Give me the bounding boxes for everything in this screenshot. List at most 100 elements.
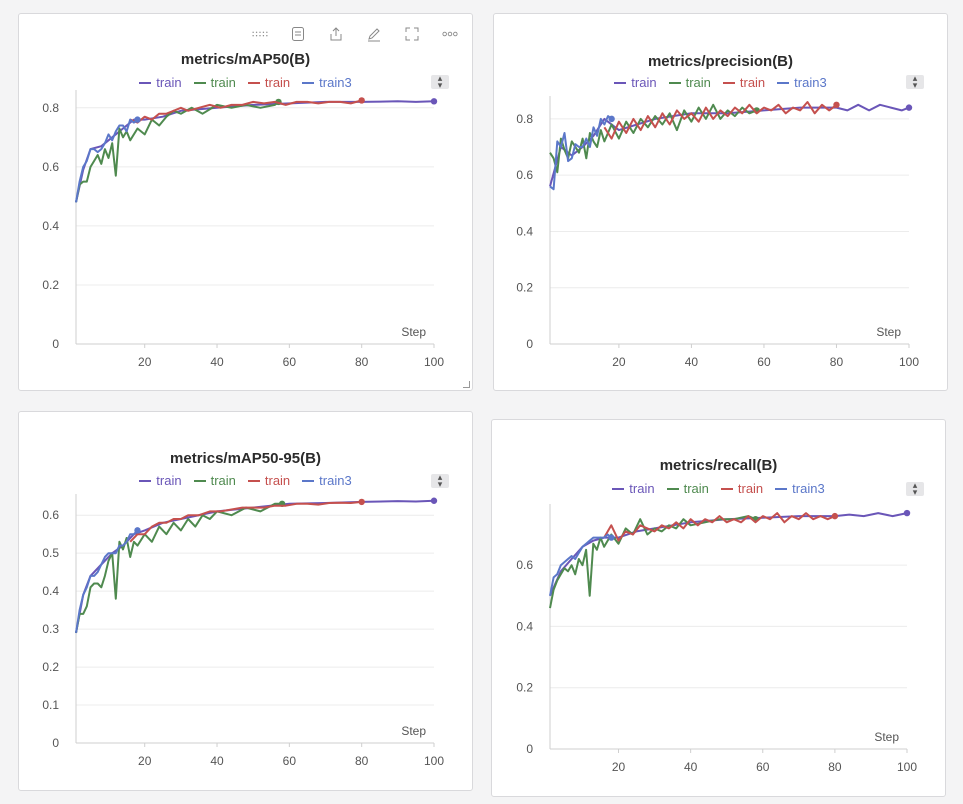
series-line-train xyxy=(75,499,435,634)
chart-legend: train train train train3 xyxy=(19,473,472,488)
series-endpoint-train xyxy=(430,98,438,105)
legend-item-train3[interactable]: train3 xyxy=(302,75,352,90)
series-line-train3 xyxy=(549,115,613,191)
legend-item-train3[interactable]: train3 xyxy=(777,75,827,90)
legend-swatch xyxy=(302,479,315,482)
legend-toggle-icon[interactable]: ▴ ▾ xyxy=(906,481,924,497)
y-tick-label: 0.2 xyxy=(42,278,59,292)
series-line-train xyxy=(549,512,908,597)
chart-legend: train train train train3 xyxy=(492,481,945,496)
legend-item-train[interactable]: train xyxy=(666,481,709,496)
more-icon[interactable] xyxy=(442,26,458,42)
y-tick-label: 0 xyxy=(526,337,533,351)
x-tick-label: 80 xyxy=(355,754,369,768)
series-line-train3 xyxy=(75,118,139,203)
y-tick-label: 0.4 xyxy=(516,224,533,238)
x-tick-label: 40 xyxy=(684,760,698,774)
x-tick-label: 100 xyxy=(424,355,444,369)
edit-icon[interactable] xyxy=(366,26,382,42)
x-tick-label: 80 xyxy=(828,760,842,774)
series-endpoint-train xyxy=(903,509,911,517)
legend-label: train xyxy=(739,75,766,90)
x-axis-label: Step xyxy=(874,730,899,744)
legend-swatch xyxy=(139,479,152,482)
legend-swatch xyxy=(775,487,788,490)
share-icon[interactable] xyxy=(328,26,344,42)
legend-toggle-icon[interactable]: ▴ ▾ xyxy=(431,473,449,489)
legend-label: train xyxy=(631,75,657,90)
legend-swatch xyxy=(777,81,790,84)
series-line-train xyxy=(75,101,280,203)
x-tick-label: 60 xyxy=(757,355,771,369)
x-tick-label: 60 xyxy=(283,754,297,768)
legend-swatch xyxy=(302,81,315,84)
y-tick-label: 0.6 xyxy=(42,508,59,522)
y-tick-label: 0 xyxy=(526,742,533,756)
legend-item-train[interactable]: train xyxy=(247,473,290,488)
legend-label: train xyxy=(210,473,236,488)
x-axis-label: Step xyxy=(876,325,901,339)
chart-plot-area: 0 0.2 0.4 0.6 0.8 20 40 60 80 100 Step xyxy=(42,90,444,369)
series-line-train3 xyxy=(75,529,139,634)
legend-label: train xyxy=(210,75,236,90)
x-tick-label: 20 xyxy=(612,760,626,774)
x-tick-label: 60 xyxy=(756,760,770,774)
chart-plot-area: 0 0.2 0.4 0.6 0.8 20 40 60 80 100 Step xyxy=(516,96,919,369)
chart-plot-area: 0 0.1 0.2 0.3 0.4 0.5 0.6 20 40 60 80 100 Step xyxy=(42,494,444,768)
legend-label: train xyxy=(683,481,709,496)
legend-item-train3[interactable]: train3 xyxy=(775,481,825,496)
x-tick-label: 40 xyxy=(210,355,224,369)
series-endpoint-train xyxy=(905,104,913,111)
notes-icon[interactable] xyxy=(290,26,306,42)
series-line-train xyxy=(75,100,435,203)
series-endpoint-train3 xyxy=(608,115,615,123)
legend-label: train3 xyxy=(319,473,352,488)
chart-plot-area: 0 0.2 0.4 0.6 20 40 60 80 100 Step xyxy=(516,504,917,774)
legend-toggle-icon[interactable]: ▴ ▾ xyxy=(431,74,449,90)
y-tick-label: 0.6 xyxy=(42,160,59,174)
legend-label: train xyxy=(685,75,711,90)
chart-title: metrics/mAP50-95(B) xyxy=(170,450,321,467)
legend-swatch xyxy=(666,487,679,490)
legend-item-train[interactable]: train xyxy=(247,75,290,90)
legend-label: train xyxy=(156,473,182,488)
x-tick-label: 100 xyxy=(899,355,919,369)
legend-item-train[interactable]: train xyxy=(668,75,711,90)
fullscreen-icon[interactable] xyxy=(404,26,420,42)
y-tick-label: 0.2 xyxy=(516,281,533,295)
legend-item-train3[interactable]: train3 xyxy=(302,473,352,488)
legend-swatch xyxy=(612,487,625,490)
legend-item-train[interactable]: train xyxy=(139,75,182,90)
series-line-train xyxy=(549,103,758,174)
series-line-train xyxy=(75,502,283,634)
legend-item-train[interactable]: train xyxy=(614,75,657,90)
x-tick-label: 20 xyxy=(138,355,152,369)
x-tick-label: 20 xyxy=(612,355,626,369)
legend-swatch xyxy=(247,81,260,84)
y-tick-label: 0.4 xyxy=(42,584,59,598)
legend-swatch xyxy=(614,81,627,84)
x-tick-label: 40 xyxy=(210,754,224,768)
resize-handle-icon[interactable] xyxy=(463,381,470,388)
legend-swatch xyxy=(720,487,733,490)
y-tick-label: 0.5 xyxy=(42,546,59,560)
x-tick-label: 80 xyxy=(355,355,369,369)
legend-item-train[interactable]: train xyxy=(193,75,236,90)
y-tick-label: 0.8 xyxy=(42,101,59,115)
drag-handle-icon[interactable] xyxy=(252,26,268,42)
legend-item-train[interactable]: train xyxy=(139,473,182,488)
legend-item-train[interactable]: train xyxy=(193,473,236,488)
legend-item-train[interactable]: train xyxy=(722,75,766,90)
legend-label: train xyxy=(156,75,182,90)
series-line-train xyxy=(603,101,838,140)
legend-item-train[interactable]: train xyxy=(612,481,655,496)
series-line-train xyxy=(129,99,362,124)
chart-title: metrics/precision(B) xyxy=(647,53,794,70)
series-line-train xyxy=(603,512,836,542)
legend-item-train[interactable]: train xyxy=(720,481,763,496)
legend-toggle-icon[interactable]: ▴ ▾ xyxy=(906,74,924,90)
legend-swatch xyxy=(247,479,260,482)
legend-swatch xyxy=(193,479,206,482)
legend-swatch xyxy=(722,81,735,84)
x-axis-label: Step xyxy=(401,724,426,738)
